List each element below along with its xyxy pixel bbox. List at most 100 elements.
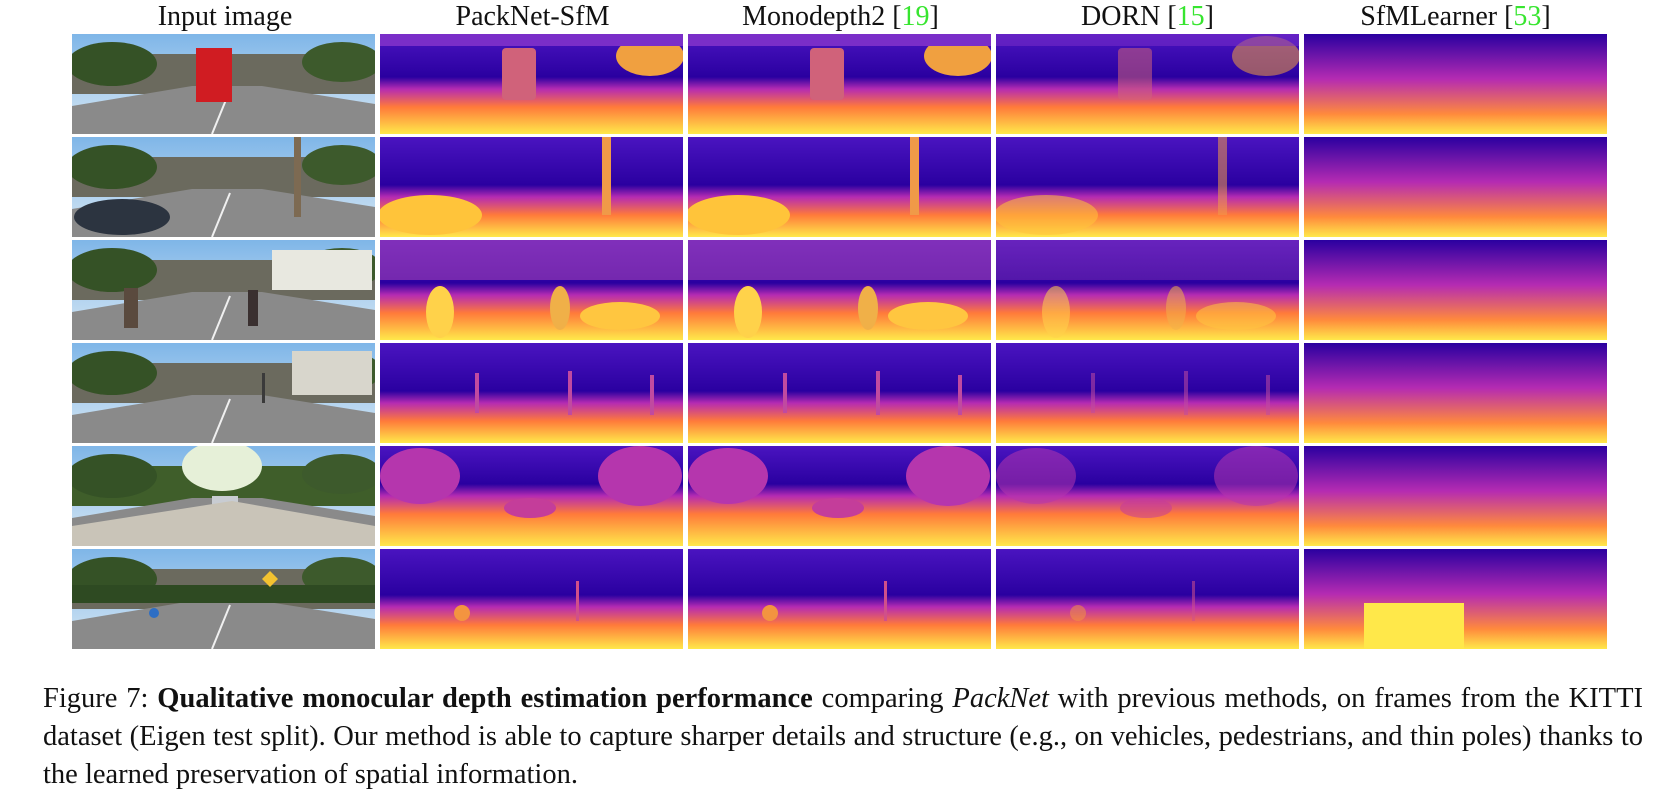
depth-object	[996, 34, 1299, 46]
lane-marking	[211, 192, 231, 237]
depth-map	[380, 240, 683, 340]
depth-object	[1214, 446, 1298, 506]
depth-object	[688, 34, 991, 46]
depth-object	[958, 375, 962, 415]
column-header-monodepth2: Monodepth2 [19]	[742, 1, 939, 32]
depth-map-graphic	[688, 240, 991, 340]
depth-map-graphic	[380, 34, 683, 134]
depth-map-graphic	[380, 240, 683, 340]
depth-object	[598, 446, 682, 506]
depth-map	[996, 343, 1299, 443]
depth-object	[734, 286, 762, 338]
depth-map	[380, 446, 683, 546]
depth-object	[1118, 48, 1152, 100]
depth-map-graphic	[996, 343, 1299, 443]
depth-map	[688, 240, 991, 340]
lane-marking	[211, 398, 231, 443]
building	[292, 351, 372, 395]
depth-object	[380, 195, 482, 235]
depth-gradient	[1304, 446, 1607, 546]
column-header-label: DORN	[1081, 1, 1168, 32]
depth-object	[906, 446, 990, 506]
depth-map-graphic	[688, 137, 991, 237]
citation-link[interactable]: 19	[901, 1, 930, 32]
depth-object	[1120, 498, 1172, 518]
depth-gradient	[1304, 240, 1607, 340]
depth-object	[504, 498, 556, 518]
depth-object	[812, 498, 864, 518]
column-header-label: Monodepth2	[742, 1, 893, 32]
depth-map	[996, 137, 1299, 237]
depth-map	[996, 549, 1299, 649]
tree	[72, 145, 157, 189]
column-header-label: SfMLearner	[1360, 1, 1505, 32]
citation-link[interactable]: 15	[1176, 1, 1205, 32]
depth-map	[1304, 446, 1607, 546]
depth-gradient	[688, 549, 991, 649]
depth-object	[650, 375, 654, 415]
depth-map-graphic	[1304, 343, 1607, 443]
car	[74, 199, 170, 235]
depth-object	[502, 48, 536, 100]
depth-object	[688, 195, 790, 235]
road-sign	[262, 571, 278, 587]
input-image-graphic	[72, 137, 375, 237]
building	[272, 250, 372, 290]
depth-map-graphic	[1304, 240, 1607, 340]
depth-map-graphic	[380, 446, 683, 546]
depth-gradient	[380, 343, 683, 443]
input-image-graphic	[72, 343, 375, 443]
citation-link[interactable]: 53	[1513, 1, 1542, 32]
depth-object	[580, 302, 660, 330]
depth-object	[888, 302, 968, 330]
depth-gradient	[1304, 34, 1607, 134]
depth-object	[475, 373, 479, 413]
depth-gradient	[996, 549, 1299, 649]
road	[72, 601, 375, 649]
depth-object	[1042, 286, 1070, 338]
depth-map	[1304, 549, 1607, 649]
depth-map-graphic	[996, 137, 1299, 237]
input-image-graphic	[72, 240, 375, 340]
depth-map	[380, 137, 683, 237]
column-header-label: PackNet-SfM	[455, 1, 610, 32]
depth-map-graphic	[688, 549, 991, 649]
depth-object	[550, 286, 570, 330]
depth-gradient	[688, 343, 991, 443]
sky-opening	[182, 446, 262, 491]
input-image	[72, 343, 375, 443]
depth-object	[380, 240, 683, 280]
depth-map	[688, 549, 991, 649]
depth-object	[602, 137, 611, 215]
depth-object	[910, 137, 919, 215]
road	[72, 86, 375, 134]
depth-map	[996, 34, 1299, 134]
depth-object	[1070, 605, 1086, 621]
depth-map	[1304, 343, 1607, 443]
depth-map	[688, 34, 991, 134]
depth-object	[996, 195, 1098, 235]
depth-object	[616, 36, 683, 76]
pole	[294, 137, 301, 217]
tree	[72, 454, 157, 498]
depth-object	[884, 581, 887, 621]
depth-map	[688, 446, 991, 546]
input-image-graphic	[72, 34, 375, 134]
depth-gradient	[1304, 343, 1607, 443]
depth-object	[996, 240, 1299, 280]
depth-map-graphic	[1304, 34, 1607, 134]
depth-object	[1196, 302, 1276, 330]
lane-marking	[211, 295, 231, 340]
depth-map-graphic	[996, 549, 1299, 649]
depth-map	[996, 240, 1299, 340]
depth-object	[576, 581, 579, 621]
depth-map	[1304, 137, 1607, 237]
sign-pole	[262, 373, 265, 403]
depth-object	[762, 605, 778, 621]
depth-map-graphic	[380, 549, 683, 649]
depth-object	[810, 48, 844, 100]
treeline	[72, 585, 375, 603]
depth-gradient	[1304, 137, 1607, 237]
depth-object	[996, 448, 1076, 504]
depth-map	[380, 549, 683, 649]
